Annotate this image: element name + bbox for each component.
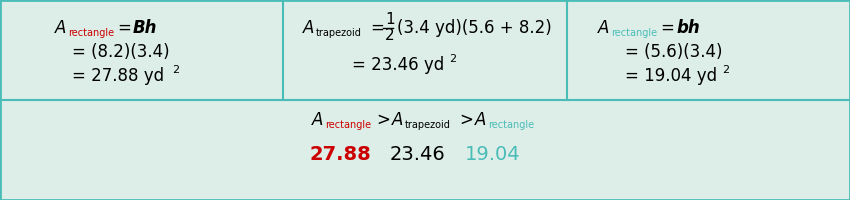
Text: rectangle: rectangle [325, 120, 371, 130]
Text: = 19.04 yd: = 19.04 yd [625, 67, 717, 85]
Text: >: > [377, 111, 396, 129]
Text: rectangle: rectangle [611, 28, 657, 38]
Text: A: A [475, 111, 486, 129]
Text: =: = [370, 19, 384, 37]
Text: (3.4 yd)(5.6 + 8.2): (3.4 yd)(5.6 + 8.2) [397, 19, 552, 37]
Text: 2: 2 [385, 28, 394, 44]
Text: A: A [392, 111, 404, 129]
Text: rectangle: rectangle [68, 28, 114, 38]
Text: 27.88: 27.88 [310, 146, 371, 164]
Text: trapezoid: trapezoid [405, 120, 450, 130]
Text: = 27.88 yd: = 27.88 yd [72, 67, 164, 85]
Text: = 23.46 yd: = 23.46 yd [352, 56, 445, 74]
Text: = (5.6)(3.4): = (5.6)(3.4) [625, 43, 722, 61]
Text: 23.46: 23.46 [390, 146, 445, 164]
Text: Bh: Bh [133, 19, 157, 37]
Text: 1: 1 [385, 12, 394, 27]
Text: bh: bh [676, 19, 700, 37]
Text: 2: 2 [172, 65, 179, 75]
Text: A: A [55, 19, 66, 37]
Text: =: = [118, 19, 137, 37]
Text: = (8.2)(3.4): = (8.2)(3.4) [72, 43, 170, 61]
Text: 19.04: 19.04 [465, 146, 520, 164]
Text: A: A [303, 19, 314, 37]
Text: trapezoid: trapezoid [316, 28, 362, 38]
Text: =: = [661, 19, 680, 37]
Text: A: A [598, 19, 609, 37]
Text: A: A [312, 111, 323, 129]
Text: >: > [460, 111, 479, 129]
Text: rectangle: rectangle [488, 120, 534, 130]
Text: 2: 2 [722, 65, 729, 75]
Text: 2: 2 [449, 54, 456, 64]
